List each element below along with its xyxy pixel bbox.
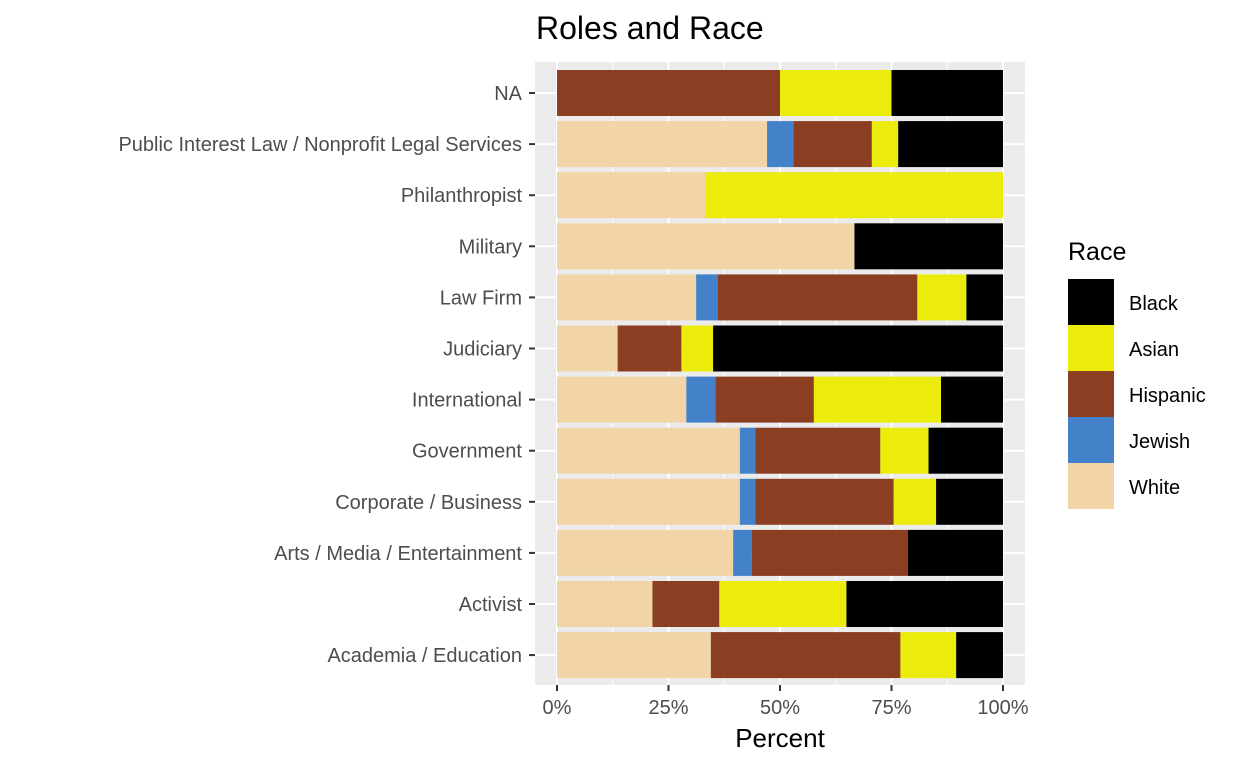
bar-segment-white — [557, 325, 618, 372]
bar-segment-white — [557, 223, 855, 270]
chart-title: Roles and Race — [536, 10, 764, 46]
y-tick-label: Academia / Education — [327, 645, 522, 667]
bar-segment-hispanic — [710, 632, 901, 679]
y-tick-label: International — [412, 390, 522, 412]
y-tick-label: Arts / Media / Entertainment — [274, 543, 522, 565]
y-tick-label: Law Firm — [440, 287, 522, 309]
bar-segment-white — [557, 376, 687, 423]
bar-segment-asian — [917, 274, 967, 321]
legend: Race Black Asian Hispanic Jewish White — [1068, 238, 1206, 509]
legend-label-jewish: Jewish — [1129, 431, 1190, 453]
bar-segment-black — [966, 274, 1003, 321]
legend-swatch-asian — [1068, 325, 1114, 371]
bar-segment-hispanic — [755, 478, 894, 525]
bar-segment-jewish — [739, 478, 756, 525]
y-tick-label: Activist — [459, 594, 523, 616]
bar-segment-asian — [681, 325, 714, 372]
bar-segment-white — [557, 632, 711, 679]
x-axis: 0% 25% 50% 75% 100% — [543, 685, 1029, 719]
bar-segment-white — [557, 121, 768, 168]
legend-label-white: White — [1129, 477, 1180, 499]
y-tick-label: Judiciary — [443, 339, 522, 361]
bar-segment-hispanic — [557, 70, 780, 116]
bar-segment-hispanic — [793, 121, 872, 168]
bar-segment-asian — [871, 121, 899, 168]
bar-segment-white — [557, 478, 740, 525]
bar-segment-jewish — [686, 376, 716, 423]
bar-segment-black — [908, 529, 1003, 576]
legend-label-black: Black — [1129, 293, 1179, 315]
x-tick-label: 0% — [543, 697, 572, 719]
bar-segment-hispanic — [755, 427, 881, 474]
bar-segment-asian — [705, 172, 1003, 219]
legend-swatch-hispanic — [1068, 371, 1114, 417]
x-axis-title: Percent — [735, 723, 825, 753]
bar-segment-jewish — [739, 427, 756, 474]
bar-segment-hispanic — [715, 376, 814, 423]
bar-segment-hispanic — [652, 581, 720, 627]
bar-segment-hispanic — [617, 325, 682, 372]
bar-segment-black — [891, 70, 1003, 116]
bar-segment-hispanic — [718, 274, 918, 321]
y-tick-label: Government — [412, 441, 522, 463]
bar-segment-jewish — [733, 529, 752, 576]
bar-segment-jewish — [767, 121, 794, 168]
legend-swatch-white — [1068, 463, 1114, 509]
legend-label-asian: Asian — [1129, 339, 1179, 361]
bars — [557, 70, 1003, 679]
bar-segment-jewish — [696, 274, 719, 321]
y-tick-label: Public Interest Law / Nonprofit Legal Se… — [118, 134, 522, 156]
x-tick-label: 50% — [760, 697, 800, 719]
y-tick-label: Corporate / Business — [335, 492, 522, 514]
bar-segment-black — [854, 223, 1003, 270]
bar-segment-asian — [893, 478, 937, 525]
y-tick-label: NA — [494, 83, 522, 105]
legend-label-hispanic: Hispanic — [1129, 385, 1206, 407]
legend-swatch-jewish — [1068, 417, 1114, 463]
x-tick-label: 100% — [977, 697, 1028, 719]
bar-segment-asian — [813, 376, 942, 423]
bar-segment-white — [557, 529, 734, 576]
bar-segment-white — [557, 581, 653, 627]
bar-segment-asian — [880, 427, 929, 474]
bar-segment-black — [846, 581, 1003, 627]
legend-swatch-black — [1068, 279, 1114, 325]
x-tick-label: 25% — [648, 697, 688, 719]
bar-segment-black — [936, 478, 1003, 525]
x-tick-label: 75% — [871, 697, 911, 719]
y-axis: NA Public Interest Law / Nonprofit Legal … — [118, 83, 535, 667]
y-tick-label: Military — [459, 236, 522, 258]
bar-segment-white — [557, 274, 697, 321]
bar-segment-white — [557, 427, 740, 474]
bar-segment-white — [557, 172, 706, 219]
bar-segment-black — [928, 427, 1003, 474]
bar-segment-asian — [719, 581, 847, 627]
y-tick-label: Philanthropist — [401, 185, 523, 207]
bar-segment-asian — [780, 70, 892, 116]
bar-segment-black — [956, 632, 1003, 679]
legend-title: Race — [1068, 238, 1126, 266]
bar-segment-black — [941, 376, 1003, 423]
bar-segment-black — [898, 121, 1003, 168]
bar-segment-asian — [900, 632, 957, 679]
bar-segment-hispanic — [751, 529, 909, 576]
bar-segment-black — [713, 325, 1003, 372]
